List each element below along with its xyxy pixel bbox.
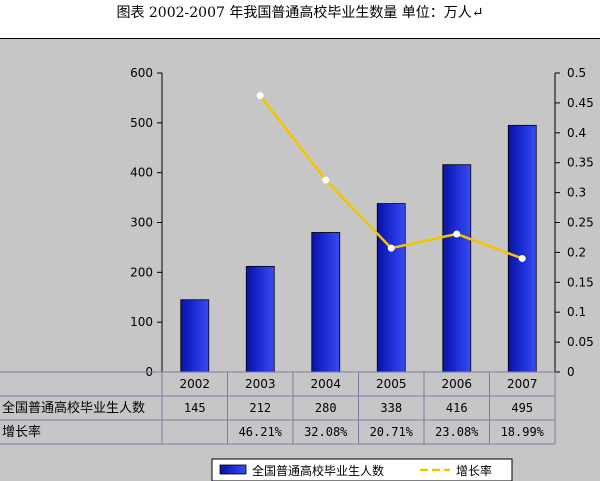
right-tick-label: 0.4: [567, 126, 586, 140]
bar: [442, 164, 472, 373]
data-label: 338: [380, 401, 402, 415]
chart-title: 图表 2002-2007 年我国普通高校毕业生数量 单位：万人↵: [116, 5, 484, 21]
data-label: 145: [184, 401, 206, 415]
legend: 全国普通高校毕业生人数 增长率: [211, 458, 513, 481]
chart-svg: 0 100 200 300 400 500 600 0 0.05 0.1 0.15 0.2 0.25 0…: [0, 66, 594, 481]
data-label: 280: [315, 401, 337, 415]
bar: [245, 265, 275, 373]
bar-series: [180, 124, 537, 373]
line-point: [256, 92, 264, 100]
bar: [311, 232, 341, 373]
right-axis: 0 0.05 0.1 0.15 0.2 0.25 0.3 0.35 0.4 0.45 0.5: [554, 66, 594, 379]
bar: [376, 203, 406, 373]
data-label: 32.08%: [304, 425, 348, 439]
right-tick-label: 0.1: [567, 305, 586, 319]
right-tick-label: 0.45: [567, 96, 594, 110]
line-point: [518, 254, 526, 262]
data-label: 46.21%: [239, 425, 283, 439]
right-tick-label: 0: [567, 365, 575, 379]
right-tick-label: 0.25: [567, 216, 594, 230]
line-point: [387, 244, 395, 252]
table-row-label: 增长率: [2, 424, 41, 440]
bar: [507, 124, 537, 373]
x-tick-label: 2006: [441, 377, 472, 391]
legend-box: [211, 458, 513, 481]
left-tick-label: 600: [130, 66, 153, 80]
x-tick-label: 2004: [310, 377, 341, 391]
legend-bar-swatch: [219, 464, 247, 475]
line-point: [453, 230, 461, 238]
data-label: 495: [511, 401, 533, 415]
x-tick-label: 2005: [376, 377, 407, 391]
left-tick-label: 300: [130, 216, 153, 230]
table-row-label: 全国普通高校毕业生人数: [2, 400, 145, 416]
left-tick-label: 200: [130, 265, 153, 279]
left-tick-label: 100: [130, 315, 153, 329]
right-tick-label: 0.15: [567, 275, 594, 289]
line-point: [322, 176, 330, 184]
right-tick-label: 0.05: [567, 335, 594, 349]
data-label: 23.08%: [435, 425, 479, 439]
right-tick-label: 0.3: [567, 186, 586, 200]
right-tick-label: 0.5: [567, 66, 586, 80]
data-label: 416: [446, 401, 468, 415]
legend-label: 增长率: [456, 463, 492, 478]
x-tick-label: 2007: [507, 377, 538, 391]
legend-label: 全国普通高校毕业生人数: [252, 463, 384, 478]
x-tick-label: 2003: [245, 377, 276, 391]
left-tick-label: 400: [130, 166, 153, 180]
data-label: 20.71%: [370, 425, 414, 439]
data-label: 18.99%: [501, 425, 545, 439]
right-tick-label: 0.35: [567, 156, 594, 170]
chart-panel: 0 100 200 300 400 500 600 0 0.05 0.1 0.15 0.2 0.25 0…: [0, 38, 600, 481]
line-series: [256, 92, 526, 262]
right-tick-label: 0.2: [567, 245, 586, 259]
x-tick-label: 2002: [179, 377, 210, 391]
data-label: 212: [249, 401, 271, 415]
left-tick-label: 500: [130, 116, 153, 130]
bar: [180, 299, 210, 373]
